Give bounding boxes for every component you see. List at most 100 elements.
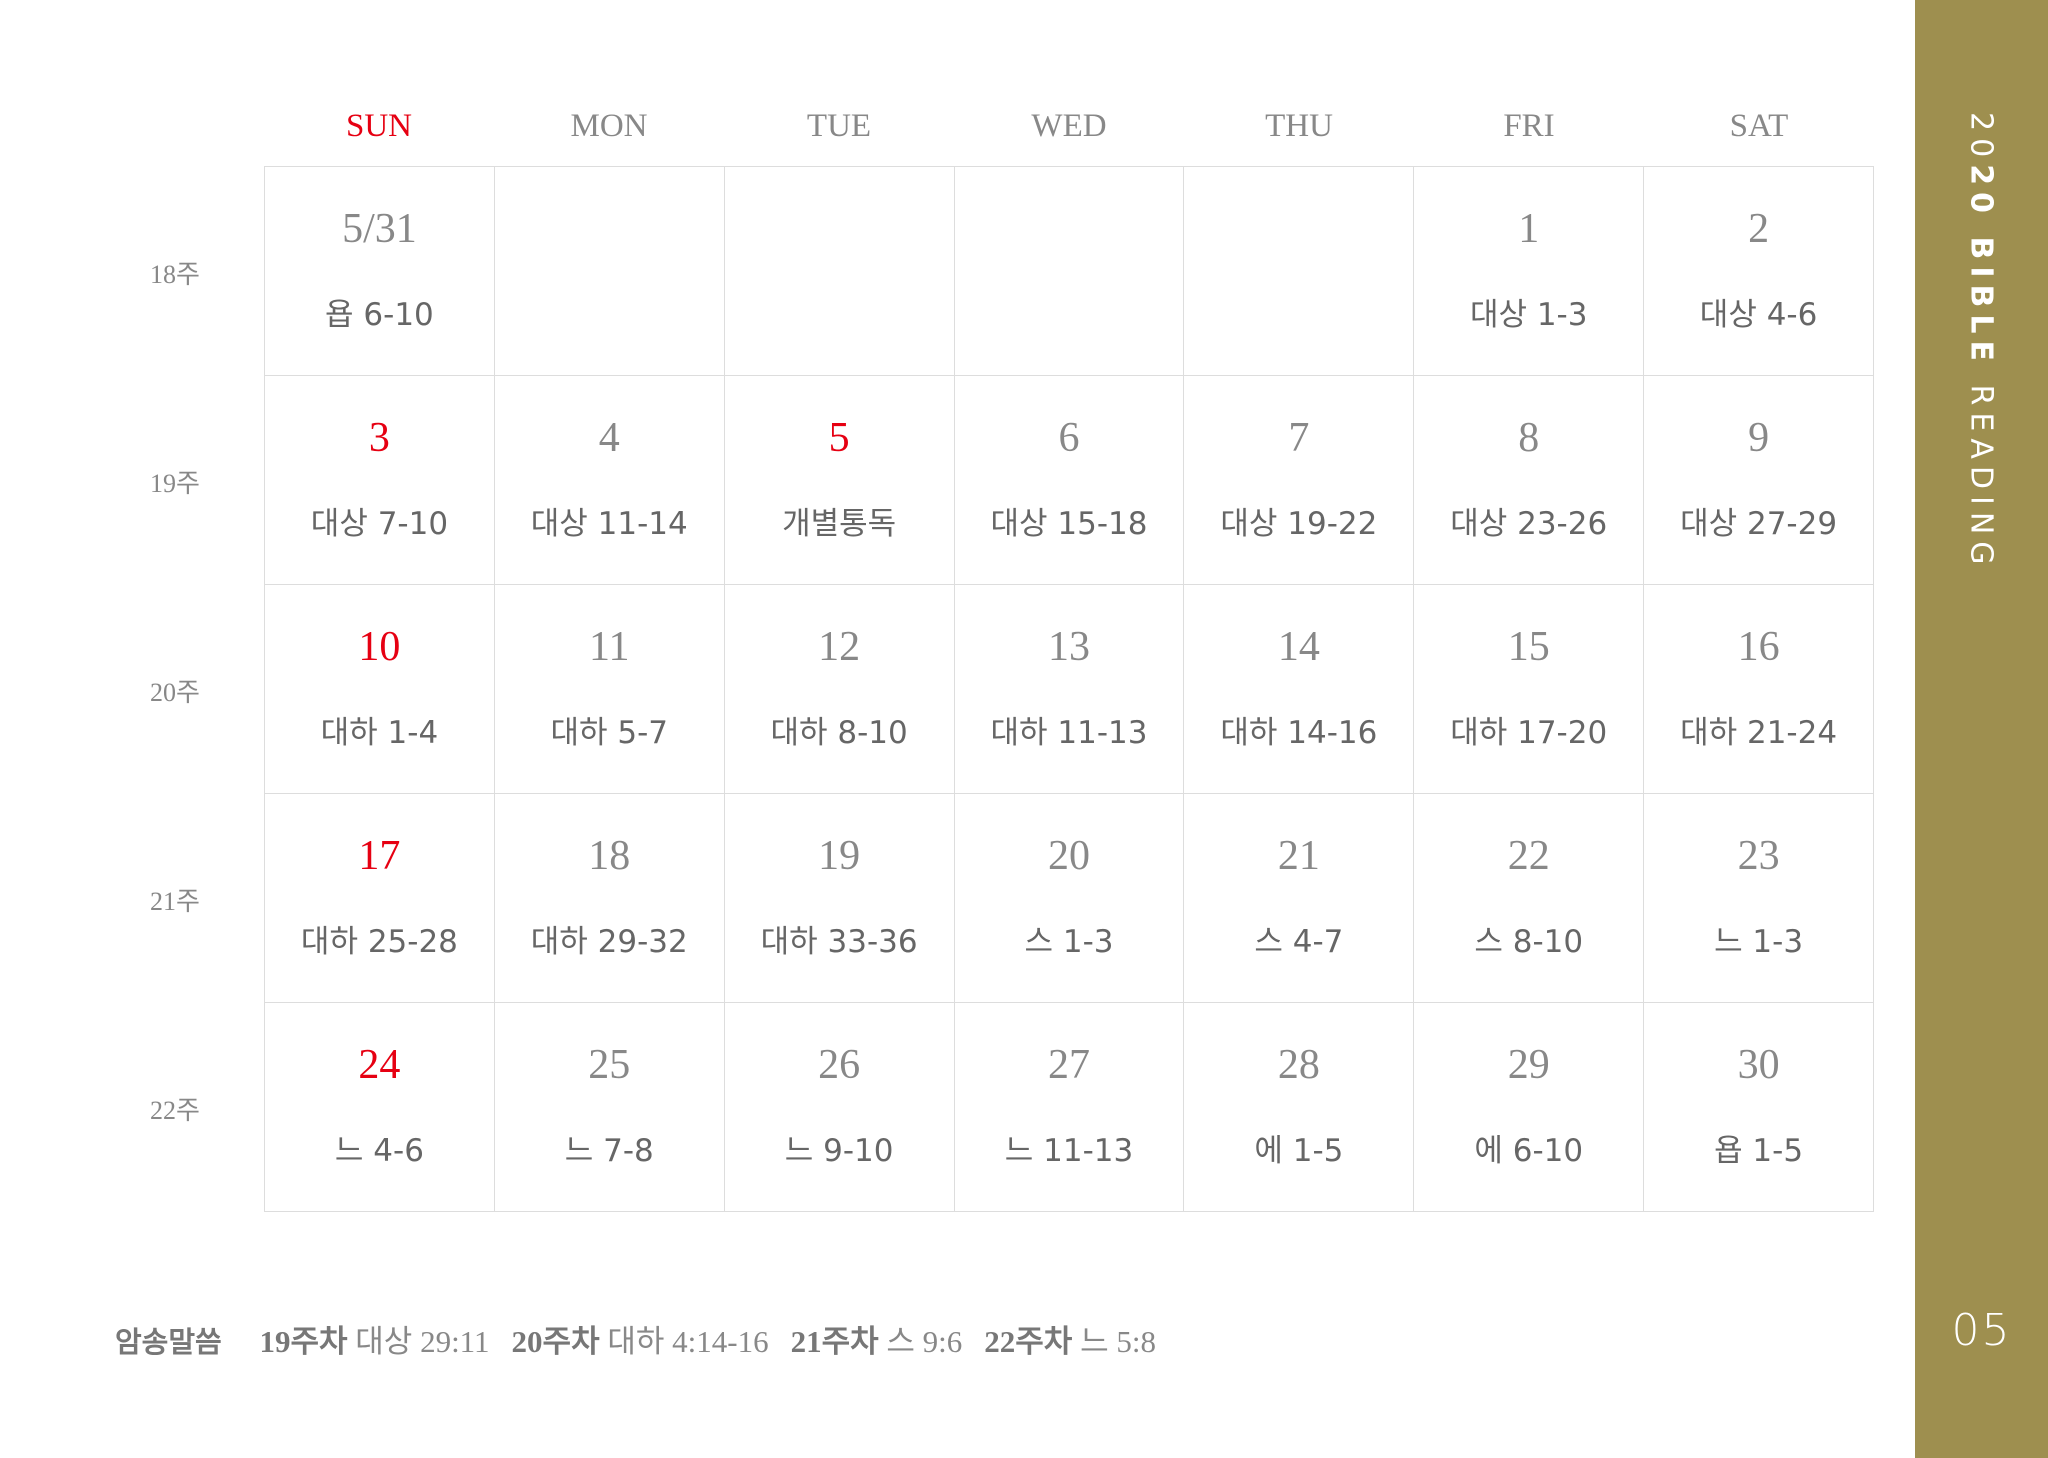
day-number: 18 xyxy=(588,833,631,879)
reading-assignment: 욥 1-5 xyxy=(1714,1133,1804,1169)
reading-assignment: 느 7-8 xyxy=(564,1133,654,1169)
day-cell: 28 에 1-5 xyxy=(1184,1003,1415,1212)
day-cell: 23 느 1-3 xyxy=(1644,794,1874,1003)
reading-assignment: 대상 7-10 xyxy=(310,506,449,542)
week-label: 20주 xyxy=(150,678,200,707)
year-part-bold: 20 xyxy=(1963,164,1999,220)
sidebar-title: 2020 BIBLE READING xyxy=(1964,112,1999,572)
day-cell: 6 대상 15-18 xyxy=(954,376,1185,585)
sidebar: 2020 BIBLE READING 05 xyxy=(1915,0,2048,1458)
verse-reference: 대하 4:14-16 xyxy=(607,1324,769,1359)
day-number: 5/31 xyxy=(342,206,417,252)
weekday-tue: TUE xyxy=(806,108,872,144)
day-cell: 7 대상 19-22 xyxy=(1184,376,1415,585)
reading-assignment: 느 4-6 xyxy=(334,1133,424,1169)
day-number: 15 xyxy=(1507,624,1550,670)
day-cell: 20 스 1-3 xyxy=(954,794,1185,1003)
reading-assignment: 대하 17-20 xyxy=(1450,715,1608,751)
day-number: 4 xyxy=(598,415,620,461)
reading-assignment: 대상 27-29 xyxy=(1680,506,1838,542)
day-number: 27 xyxy=(1047,1042,1090,1088)
reading-assignment: 대상 15-18 xyxy=(990,506,1148,542)
day-number: 17 xyxy=(358,833,401,879)
day-cell: 25 느 7-8 xyxy=(494,1003,725,1212)
reading-assignment: 대하 8-10 xyxy=(770,715,908,751)
verse-reference: 느 5:8 xyxy=(1080,1324,1156,1359)
title-bible: BIBLE xyxy=(1963,236,1999,368)
day-cell: 1 대상 1-3 xyxy=(1414,167,1645,376)
reading-assignment: 대하 25-28 xyxy=(300,924,458,960)
year-part: 20 xyxy=(1963,112,1999,165)
week-label: 21주 xyxy=(150,887,200,916)
day-number: 5 xyxy=(828,415,850,461)
week-label: 19주 xyxy=(150,469,200,498)
day-number: 21 xyxy=(1277,833,1320,879)
verse-reference: 대상 29:11 xyxy=(355,1324,490,1359)
day-number: 2 xyxy=(1748,206,1770,252)
day-number: 19 xyxy=(818,833,861,879)
day-cell: 29 에 6-10 xyxy=(1414,1003,1645,1212)
weekday-thu: THU xyxy=(1265,108,1333,144)
reading-assignment: 욥 6-10 xyxy=(325,297,434,333)
reading-assignment: 스 4-7 xyxy=(1254,924,1344,960)
day-number: 11 xyxy=(589,624,630,670)
week-label: 22주 xyxy=(150,1096,200,1125)
day-cell: 15 대하 17-20 xyxy=(1414,585,1645,794)
verse-week: 20주차 xyxy=(511,1324,600,1359)
day-cell: 27 느 11-13 xyxy=(954,1003,1185,1212)
reading-assignment: 대하 11-13 xyxy=(990,715,1148,751)
reading-assignment: 느 9-10 xyxy=(784,1133,894,1169)
day-number: 14 xyxy=(1277,624,1320,670)
weekday-sat: SAT xyxy=(1729,108,1789,144)
memory-verses-title: 암송말씀 xyxy=(115,1325,222,1359)
day-number: 8 xyxy=(1518,415,1540,461)
day-number: 16 xyxy=(1737,624,1780,670)
day-cell xyxy=(724,167,955,376)
day-cell: 3 대상 7-10 xyxy=(265,376,495,585)
day-cell: 5/31 욥 6-10 xyxy=(265,167,495,376)
day-number: 12 xyxy=(818,624,861,670)
day-number: 7 xyxy=(1288,415,1310,461)
reading-assignment: 에 6-10 xyxy=(1474,1133,1584,1169)
verse-week: 21주차 xyxy=(790,1324,879,1359)
reading-assignment: 개별통독 xyxy=(782,506,897,542)
weekday-wed: WED xyxy=(1031,108,1107,144)
day-cell: 24 느 4-6 xyxy=(265,1003,495,1212)
day-cell: 16 대하 21-24 xyxy=(1644,585,1874,794)
verse-week: 22주차 xyxy=(984,1324,1073,1359)
day-cell xyxy=(494,167,725,376)
day-cell: 18 대하 29-32 xyxy=(494,794,725,1003)
day-number: 25 xyxy=(588,1042,631,1088)
memory-verses: 암송말씀 19주차 대상 29:11 20주차 대하 4:14-16 21주차 스 … xyxy=(115,1316,1178,1361)
reading-assignment: 대하 29-32 xyxy=(530,924,688,960)
day-cell: 11 대하 5-7 xyxy=(494,585,725,794)
weekday-fri: FRI xyxy=(1503,108,1555,144)
day-number: 26 xyxy=(818,1042,861,1088)
weekday-mon: MON xyxy=(570,108,648,144)
day-cell xyxy=(1184,167,1415,376)
reading-assignment: 대상 1-3 xyxy=(1469,297,1588,333)
day-number: 6 xyxy=(1058,415,1080,461)
day-number: 13 xyxy=(1047,624,1090,670)
reading-assignment: 대하 5-7 xyxy=(550,715,669,751)
day-cell: 2 대상 4-6 xyxy=(1644,167,1874,376)
day-number: 24 xyxy=(358,1042,401,1088)
week-label: 18주 xyxy=(150,260,200,289)
day-number: 20 xyxy=(1047,833,1090,879)
day-cell: 10 대하 1-4 xyxy=(265,585,495,794)
reading-assignment: 스 8-10 xyxy=(1474,924,1584,960)
reading-assignment: 느 11-13 xyxy=(1004,1133,1134,1169)
reading-assignment: 느 1-3 xyxy=(1714,924,1804,960)
reading-assignment: 대상 23-26 xyxy=(1450,506,1608,542)
day-number: 29 xyxy=(1507,1042,1550,1088)
title-reading: READING xyxy=(1963,384,1999,572)
reading-assignment: 스 1-3 xyxy=(1024,924,1114,960)
day-number: 28 xyxy=(1277,1042,1320,1088)
day-number: 1 xyxy=(1518,206,1540,252)
day-cell: 5 개별통독 xyxy=(724,376,955,585)
day-cell: 4 대상 11-14 xyxy=(494,376,725,585)
day-cell: 30 욥 1-5 xyxy=(1644,1003,1874,1212)
reading-assignment: 대상 4-6 xyxy=(1699,297,1818,333)
reading-assignment: 대하 21-24 xyxy=(1680,715,1838,751)
day-cell: 8 대상 23-26 xyxy=(1414,376,1645,585)
